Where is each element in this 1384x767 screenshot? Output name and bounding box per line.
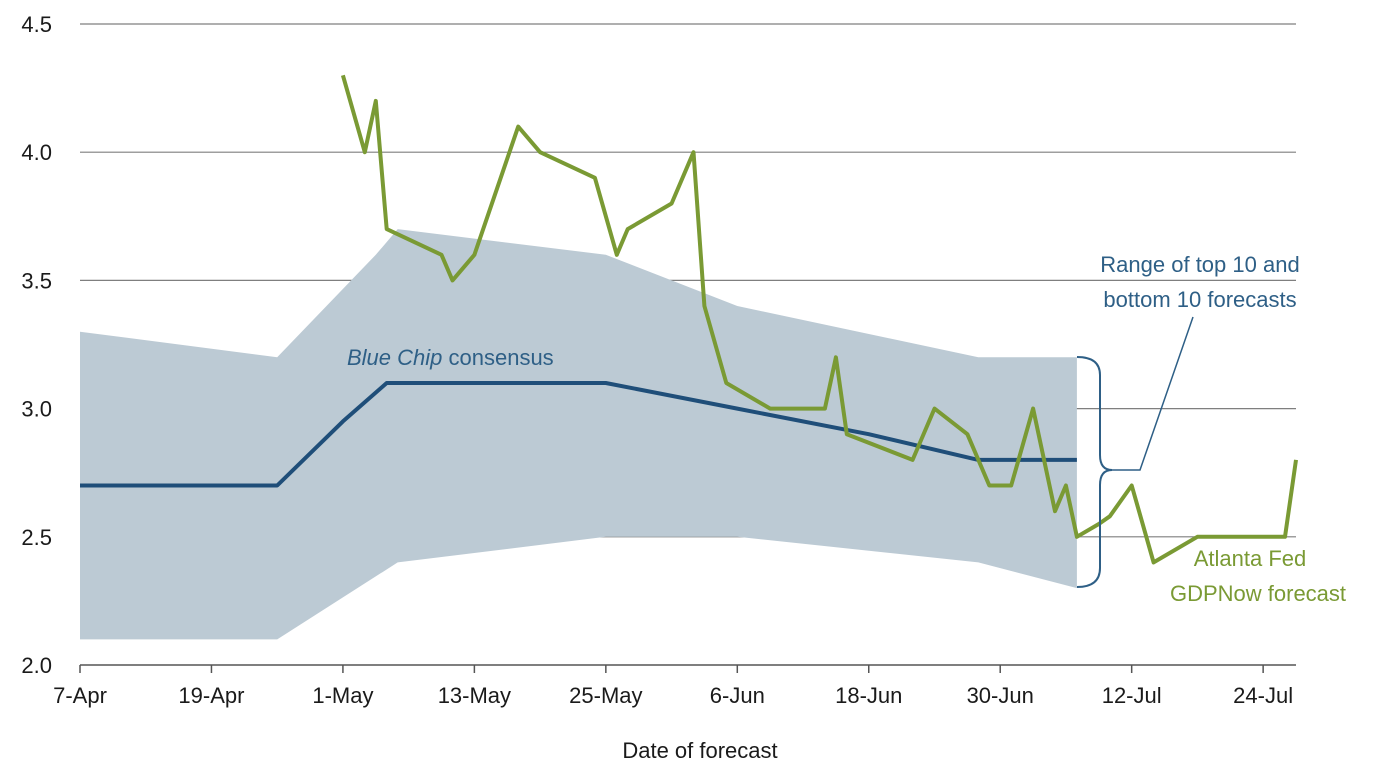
y-tick-label: 2.0 <box>21 653 52 678</box>
x-tick-label: 1-May <box>312 683 373 708</box>
y-tick-label: 4.5 <box>21 12 52 37</box>
x-tick-label: 6-Jun <box>710 683 765 708</box>
y-tick-label: 4.0 <box>21 140 52 165</box>
y-axis-tick-labels: 2.0 2.5 3.0 3.5 4.0 4.5 <box>21 12 52 678</box>
x-axis <box>79 664 1296 673</box>
x-tick-label: 12-Jul <box>1102 683 1162 708</box>
forecast-range-band <box>80 229 1077 640</box>
x-tick-label: 13-May <box>438 683 511 708</box>
x-tick-label: 25-May <box>569 683 642 708</box>
gdpnow-annotation-line1: Atlanta Fed <box>1194 546 1307 571</box>
range-annotation-line2: bottom 10 forecasts <box>1103 287 1296 312</box>
consensus-annotation: Blue Chip consensus <box>347 345 554 370</box>
consensus-annotation-rest: consensus <box>442 345 553 370</box>
blue-chip-consensus-line <box>80 381 1077 488</box>
x-axis-tick-labels: 7-Apr 19-Apr 1-May 13-May 25-May 6-Jun 18-Jun 3… <box>53 683 1293 708</box>
y-tick-label: 2.5 <box>21 525 52 550</box>
range-annotation-pointer <box>1112 316 1194 471</box>
y-tick-label: 3.0 <box>21 397 52 422</box>
range-bracket <box>1076 356 1113 588</box>
x-tick-label: 30-Jun <box>967 683 1034 708</box>
x-tick-label: 7-Apr <box>53 683 107 708</box>
x-axis-title: Date of forecast <box>622 738 777 763</box>
x-tick-label: 24-Jul <box>1233 683 1293 708</box>
x-tick-label: 18-Jun <box>835 683 902 708</box>
gdpnow-annotation-line2: GDPNow forecast <box>1170 581 1346 606</box>
consensus-annotation-italic: Blue Chip <box>347 345 442 370</box>
y-tick-label: 3.5 <box>21 268 52 293</box>
range-annotation-line1: Range of top 10 and <box>1100 252 1299 277</box>
x-tick-label: 19-Apr <box>178 683 244 708</box>
